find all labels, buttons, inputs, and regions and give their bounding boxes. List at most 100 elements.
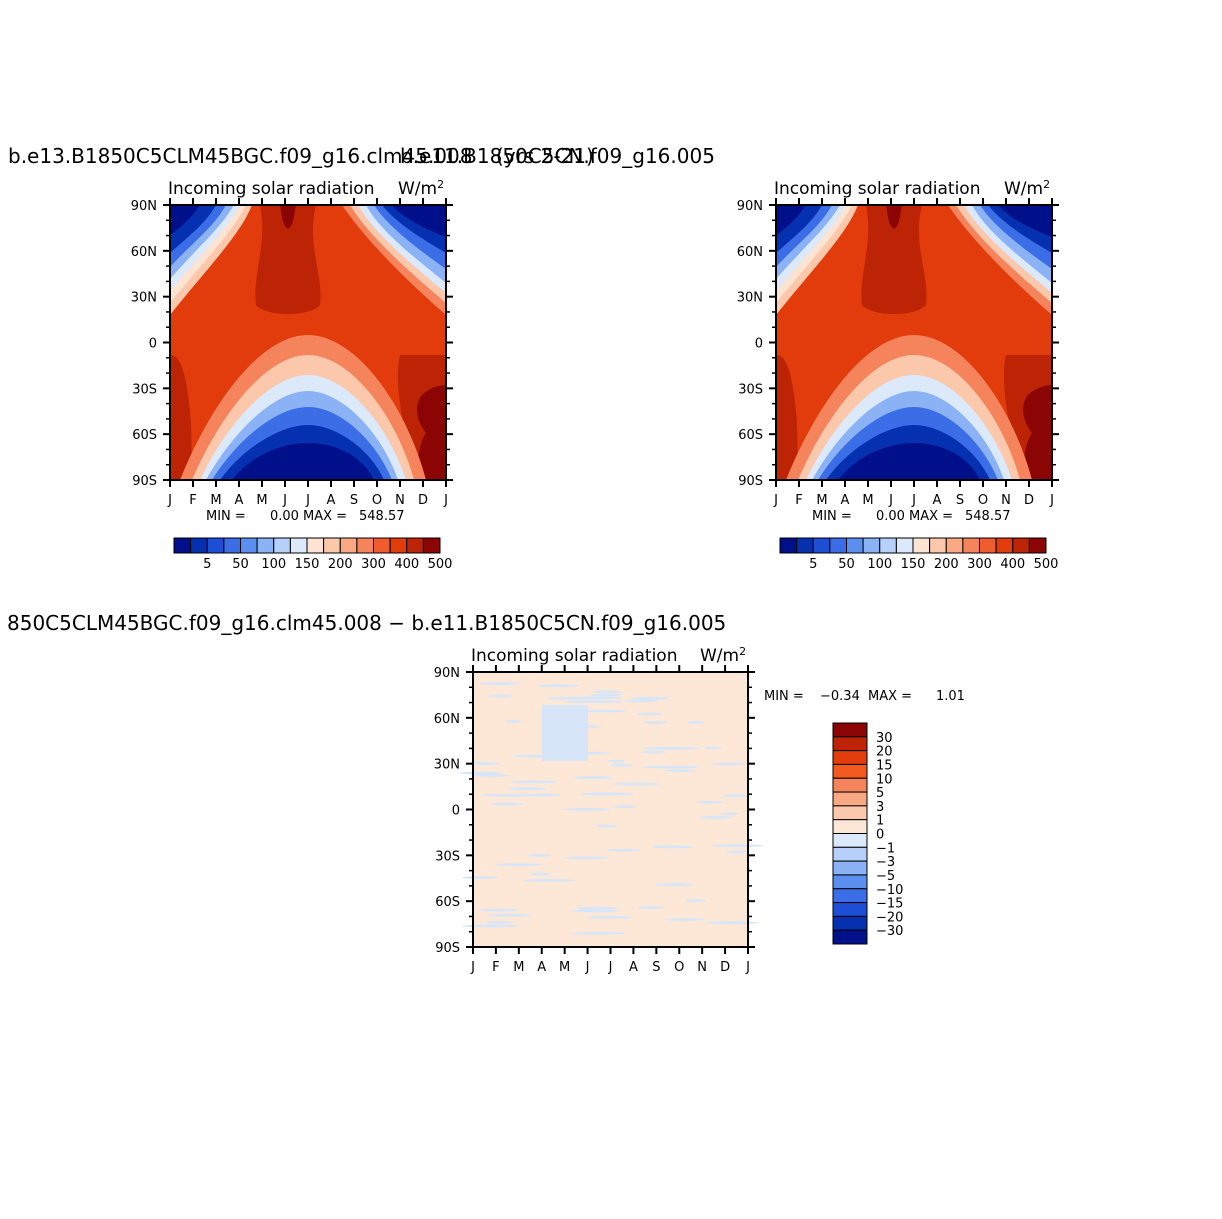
- field-band: [170, 205, 200, 235]
- field-streak: [606, 848, 641, 852]
- colorbar-label: 5: [809, 557, 817, 572]
- x-tick-label: A: [235, 493, 244, 508]
- panel1-variable: Incoming solar radiation: [168, 179, 374, 199]
- colorbar-swatch: [206, 537, 225, 554]
- y-tick-label: 90N: [131, 199, 157, 214]
- x-tick-label: J: [585, 960, 590, 975]
- colorbar-swatch: [796, 537, 814, 554]
- colorbar-swatch: [832, 833, 868, 848]
- panel1-plot: Incoming solar radiation W/m2: [131, 178, 453, 572]
- field-streak: [560, 751, 611, 755]
- field-streak: [609, 763, 633, 767]
- colorbar-swatch: [832, 805, 868, 821]
- y-tick-label: 30S: [738, 382, 763, 397]
- field-streak: [485, 921, 513, 924]
- x-tick-label: M: [256, 493, 267, 508]
- x-tick-label: J: [773, 493, 778, 508]
- colorbar-swatch: [832, 915, 868, 931]
- colorbar-swatch: [240, 537, 258, 554]
- field-streak: [557, 725, 603, 728]
- colorbar-swatch: [373, 537, 391, 554]
- panel3-max-value: 1.01: [936, 689, 965, 704]
- colorbar-label: 1: [876, 814, 884, 829]
- panel2-field: [776, 205, 1052, 480]
- panel1-title-tail: (yrs 2-21): [496, 144, 594, 168]
- colorbar-swatch: [979, 537, 997, 554]
- panel1-field: [170, 205, 446, 480]
- panel1-units-text: W/m: [398, 179, 437, 199]
- colorbar-swatch: [846, 537, 864, 554]
- field-streak: [704, 746, 722, 750]
- panel2-variable: Incoming solar radiation: [774, 179, 980, 199]
- x-tick-label: A: [327, 493, 336, 508]
- x-tick-label: N: [697, 960, 707, 975]
- colorbar-swatch: [190, 537, 208, 554]
- field-streak: [521, 878, 576, 882]
- field-streak: [511, 780, 558, 784]
- x-tick-label: F: [189, 493, 196, 508]
- colorbar-label: 500: [1034, 557, 1059, 572]
- field-streak: [636, 712, 662, 716]
- field-streak: [686, 721, 705, 724]
- colorbar-label: 20: [876, 745, 893, 760]
- field-streak: [487, 694, 512, 698]
- colorbar-label: 500: [428, 557, 453, 572]
- colorbar-label: 0: [876, 828, 884, 843]
- field-streak: [468, 762, 501, 765]
- x-tick-label: J: [1049, 493, 1054, 508]
- y-tick-label: 30N: [737, 291, 763, 306]
- y-tick-label: 60N: [434, 712, 460, 727]
- x-tick-label: N: [1001, 493, 1011, 508]
- colorbar-swatch: [173, 537, 192, 554]
- field-streak: [624, 699, 659, 703]
- field-streak: [711, 844, 764, 848]
- field-streak: [684, 899, 707, 903]
- field-streak: [507, 787, 548, 791]
- field-streak: [642, 750, 666, 754]
- x-tick-label: A: [841, 493, 850, 508]
- field-band: [255, 205, 321, 314]
- colorbar-swatch: [356, 537, 374, 554]
- field-band: [998, 205, 1052, 237]
- field-streak: [563, 807, 611, 811]
- colorbar-label: 15: [876, 758, 893, 773]
- field-streak: [512, 754, 564, 758]
- panel2-units-sup: 2: [1043, 178, 1050, 191]
- colorbar-swatch: [779, 537, 798, 554]
- panel3-field: [458, 672, 764, 947]
- panel2-colorbar: 5 50 100 150 200 300 400 500: [779, 537, 1059, 572]
- field-streak: [563, 700, 624, 704]
- field-streak: [495, 863, 542, 867]
- field-streak: [723, 794, 750, 798]
- x-tick-label: M: [210, 493, 221, 508]
- x-tick-label: J: [443, 493, 448, 508]
- colorbar-swatch: [945, 537, 964, 554]
- colorbar-swatch: [339, 537, 358, 554]
- panel1-units-sup: 2: [437, 178, 444, 191]
- colorbar-label: 50: [232, 557, 249, 572]
- panel1-overlap-title: b.e11.B1850C5CN.f09_g16.005: [400, 144, 715, 168]
- colorbar-swatch: [256, 537, 275, 554]
- field-streak: [664, 769, 697, 773]
- x-tick-label: F: [492, 960, 499, 975]
- x-tick-label: S: [350, 493, 358, 508]
- x-tick-label: S: [652, 960, 660, 975]
- colorbar-swatch: [912, 537, 931, 554]
- y-tick-label: 0: [452, 804, 460, 819]
- field-streak: [642, 747, 701, 750]
- colorbar-swatch: [832, 902, 868, 917]
- y-tick-label: 30N: [434, 758, 460, 773]
- x-tick-label: J: [305, 493, 310, 508]
- x-tick-label: D: [418, 493, 428, 508]
- panel2-units: W/m2: [1004, 178, 1050, 200]
- field-streak: [655, 883, 694, 886]
- colorbar-swatch: [832, 791, 868, 807]
- field-streak: [570, 931, 626, 935]
- field-streak: [651, 845, 680, 849]
- colorbar-swatch: [1028, 537, 1047, 554]
- y-tick-label: 30S: [435, 849, 460, 864]
- field-streak: [595, 824, 618, 828]
